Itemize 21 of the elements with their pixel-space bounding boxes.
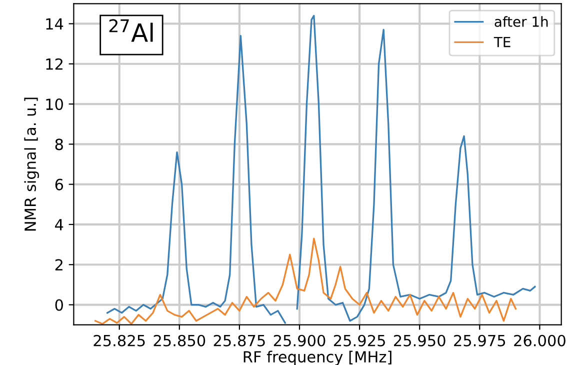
x-tick-label: 25.975	[454, 334, 506, 346]
x-tick-label: 25.825	[94, 334, 145, 346]
x-tick-label: 25.925	[334, 334, 385, 346]
legend-label: TE	[494, 36, 510, 48]
y-tick-label: 6	[55, 178, 64, 190]
y-tick-label: 14	[46, 18, 64, 30]
y-tick-label: 10	[46, 98, 63, 110]
y-axis-title: NMR signal [a. u.]	[24, 98, 39, 231]
y-tick-label: 4	[55, 219, 64, 230]
x-tick-label: 25.875	[214, 334, 265, 346]
line-series	[94, 238, 517, 325]
x-tick-label: 25.900	[274, 334, 326, 346]
x-tick-label: 26.000	[514, 334, 566, 346]
x-tick-label: 25.950	[394, 334, 446, 346]
annotation: $^{27}$Al	[109, 19, 153, 42]
y-tick-label: 12	[46, 58, 62, 70]
y-tick-label: 2	[55, 259, 62, 270]
y-tick-label: 8	[55, 138, 63, 150]
legend-label: after 1h	[494, 16, 548, 27]
y-tick-label: 0	[55, 299, 63, 311]
x-tick-label: 25.850	[154, 334, 206, 346]
